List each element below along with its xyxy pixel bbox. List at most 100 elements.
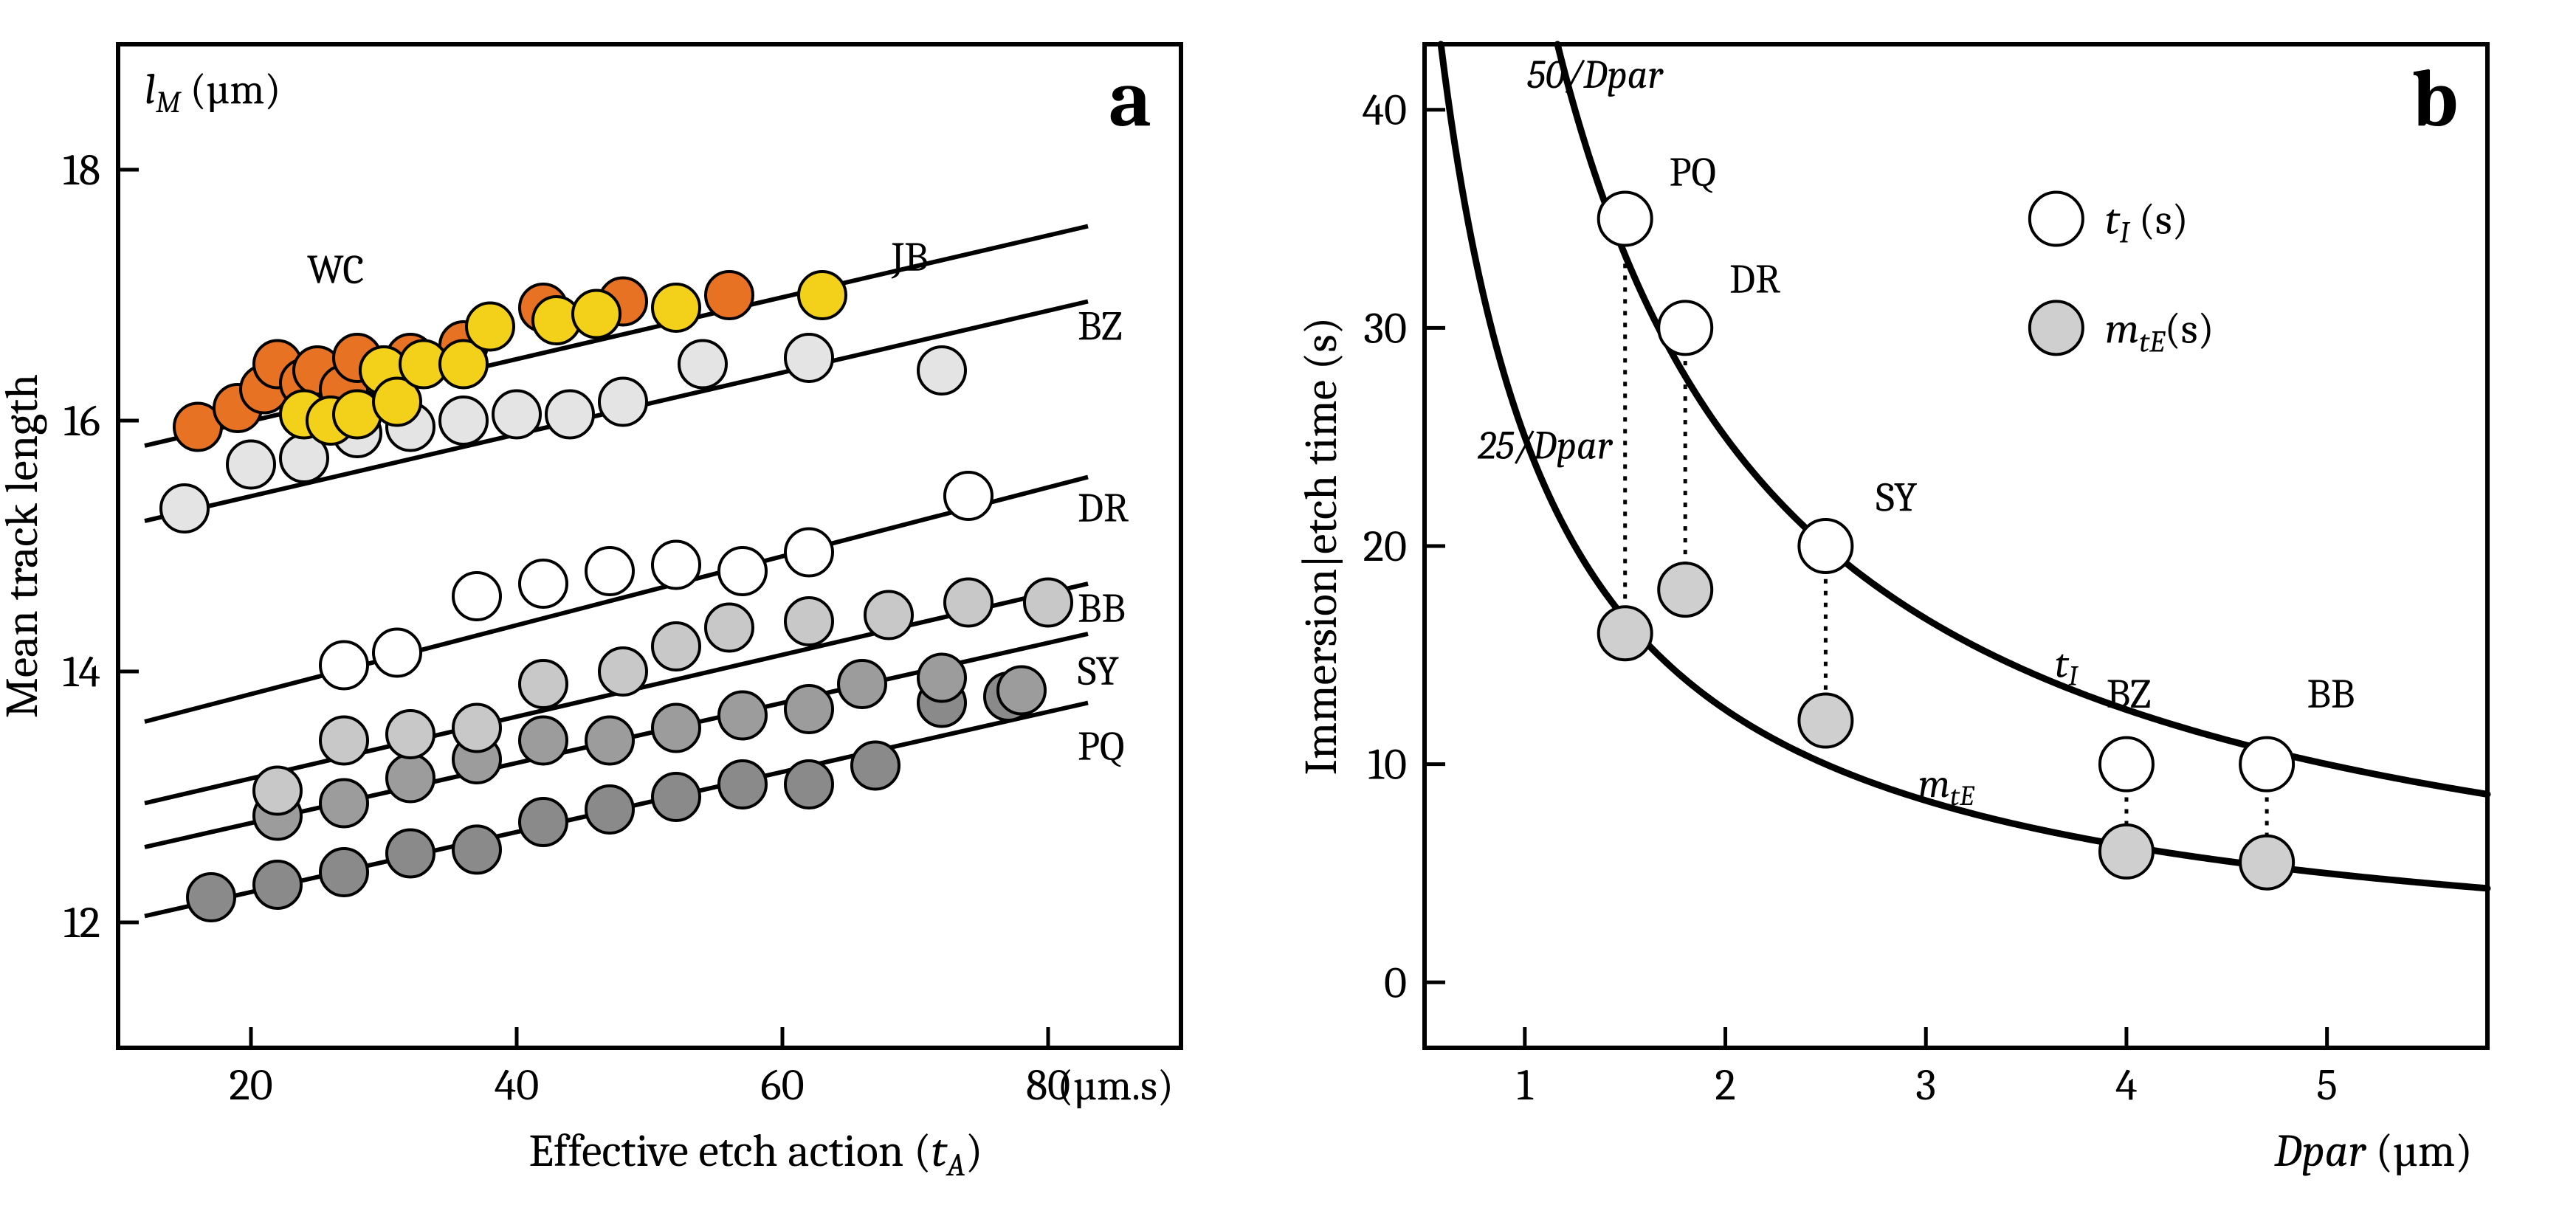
- point-bz: [918, 347, 965, 394]
- point-bz: [493, 391, 540, 438]
- point-dr: [586, 548, 633, 595]
- series-label-jb: JB: [891, 234, 928, 281]
- series-label-pq: PQ: [1078, 723, 1124, 770]
- curve-top-label-mte: 25/Dpar: [1477, 423, 1614, 469]
- point-pq: [785, 761, 833, 808]
- point-sy: [520, 717, 567, 764]
- point-sy: [785, 686, 833, 733]
- panel-a: 20406080(µm.s)12141618Mean track lengthE…: [0, 44, 1181, 1184]
- point-bz: [679, 341, 726, 388]
- point-bb: [254, 767, 301, 815]
- series-label-dr: DR: [1078, 485, 1129, 532]
- x-tick-label: 3: [1915, 1060, 1936, 1111]
- point-mte-pq: [1599, 607, 1652, 660]
- panel-label: b: [2412, 52, 2458, 146]
- x-tick-label: 1: [1517, 1060, 1534, 1111]
- point-dr: [945, 472, 992, 519]
- point-bb: [865, 592, 912, 639]
- y-tick-label: 0: [1384, 957, 1407, 1008]
- point-dr: [373, 629, 421, 677]
- point-ti-bz: [2100, 738, 2153, 791]
- y-tick-label: 20: [1363, 521, 1407, 572]
- point-pq: [852, 742, 899, 790]
- panel-b-frame: [1425, 44, 2487, 1048]
- point-bb: [945, 579, 992, 626]
- figure-root: 20406080(µm.s)12141618Mean track lengthE…: [0, 0, 2576, 1219]
- point-sy: [838, 660, 886, 708]
- x-tick-label: 4: [2115, 1060, 2138, 1111]
- legend-marker: [2030, 193, 2083, 246]
- point-sy: [652, 705, 700, 752]
- point-jb: [573, 291, 620, 338]
- point-bb: [520, 660, 567, 708]
- point-bb: [387, 711, 434, 758]
- point-mte-bb: [2240, 836, 2293, 889]
- point-ti-pq: [1599, 193, 1652, 246]
- point-dr: [453, 573, 500, 620]
- series-label-bb: BB: [1078, 585, 1126, 632]
- point-pq: [520, 798, 567, 846]
- pair-label-bz: BZ: [2107, 671, 2151, 718]
- y-tick-label: 12: [63, 897, 100, 948]
- x-tick-label: 20: [229, 1060, 272, 1111]
- point-bb: [320, 717, 368, 764]
- x-axis-title: Dpar (µm): [2273, 1125, 2473, 1178]
- point-bb: [1024, 579, 1072, 626]
- point-dr: [719, 548, 766, 595]
- x-axis-title: Effective etch action (tA): [528, 1125, 982, 1184]
- y-tick-label: 10: [1368, 739, 1407, 790]
- point-pq: [719, 761, 766, 808]
- y-tick-label: 40: [1362, 85, 1407, 136]
- point-dr: [320, 642, 368, 689]
- point-pq: [254, 861, 301, 908]
- point-jb: [652, 284, 700, 331]
- point-bz: [599, 379, 647, 426]
- legend-marker: [2030, 301, 2083, 354]
- x-unit-label: (µm.s): [1057, 1061, 1174, 1111]
- x-tick-label: 2: [1715, 1060, 1735, 1111]
- point-sy: [918, 655, 965, 702]
- point-bb: [453, 705, 500, 752]
- point-pq: [453, 826, 500, 873]
- pair-label-pq: PQ: [1669, 149, 1715, 196]
- y-tick-label: 14: [63, 646, 100, 697]
- point-ti-sy: [1799, 519, 1852, 573]
- point-pq: [320, 849, 368, 896]
- point-pq: [586, 786, 633, 833]
- legend-label: tI (s): [2105, 196, 2188, 251]
- point-bz: [785, 334, 833, 381]
- panel-b: 1 2 3 4 5 0 10 20 30 40 Immersion|etch time (s) Dpa…: [1295, 44, 2487, 1178]
- point-dr: [785, 529, 833, 576]
- point-bb: [652, 623, 700, 670]
- curve-top-label-ti: 50/Dpar: [1527, 52, 1664, 98]
- point-mte-sy: [1799, 694, 1852, 747]
- y-tick-label: 16: [63, 396, 100, 446]
- y-tick-label: 30: [1363, 303, 1407, 353]
- point-wc: [706, 272, 753, 319]
- x-tick-label: 5: [2316, 1060, 2338, 1111]
- point-bb: [706, 604, 753, 652]
- point-pq: [387, 830, 434, 877]
- point-bz: [227, 441, 275, 488]
- pair-label-sy: SY: [1876, 474, 1917, 522]
- point-sy: [998, 667, 1045, 714]
- point-dr: [520, 560, 567, 607]
- point-sy: [320, 780, 368, 827]
- series-label-sy: SY: [1078, 648, 1119, 695]
- point-mte-bz: [2100, 825, 2153, 878]
- series-label-wc: WC: [307, 246, 364, 294]
- pair-label-bb: BB: [2307, 671, 2355, 718]
- point-bz: [546, 391, 593, 438]
- point-sy: [719, 692, 766, 739]
- point-pq: [187, 874, 235, 921]
- x-tick-label: 60: [760, 1060, 804, 1111]
- y-tick-label: 18: [63, 145, 100, 196]
- point-sy: [586, 717, 633, 764]
- series-label-bz: BZ: [1078, 303, 1122, 350]
- point-jb: [466, 303, 514, 350]
- x-tick-label: 40: [495, 1060, 540, 1111]
- point-bz: [440, 397, 487, 444]
- y-axis-title: Immersion|etch time (s): [1295, 317, 1348, 776]
- point-bb: [599, 648, 647, 695]
- point-jb: [799, 272, 846, 319]
